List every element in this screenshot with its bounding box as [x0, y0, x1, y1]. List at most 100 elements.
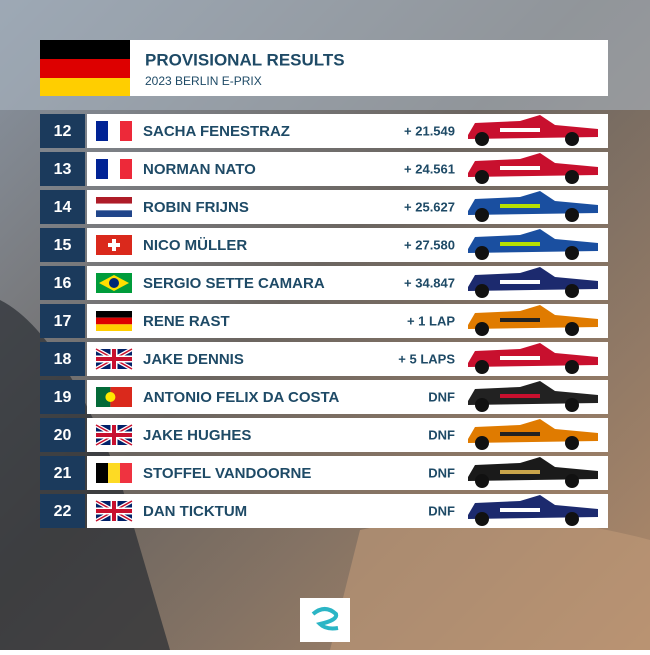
flag-part [96, 210, 132, 217]
gap: + 5 LAPS [398, 351, 455, 366]
position: 18 [54, 351, 72, 368]
gap: + 1 LAP [407, 313, 455, 328]
position-box [40, 266, 85, 300]
flag-part [108, 121, 120, 141]
car-wheel [565, 132, 579, 146]
gap: DNF [428, 427, 455, 442]
car-wheel [565, 512, 579, 526]
gap: + 27.580 [404, 237, 455, 252]
driver-name: NORMAN NATO [143, 161, 256, 178]
car-wheel [475, 132, 489, 146]
car-body [468, 153, 598, 177]
flag-stripe [40, 78, 130, 96]
position-box [40, 418, 85, 452]
position: 20 [54, 427, 72, 444]
flag-part [105, 392, 116, 402]
flag-part [96, 433, 132, 437]
gap: DNF [428, 389, 455, 404]
position: 12 [54, 123, 72, 140]
subtitle: 2023 BERLIN E-PRIX [145, 74, 262, 88]
gap: + 21.549 [404, 123, 455, 138]
flag-part [120, 159, 132, 179]
car-wheel [565, 170, 579, 184]
car-wheel [475, 284, 489, 298]
gap: + 34.847 [404, 275, 455, 290]
car-body [468, 229, 598, 253]
position: 19 [54, 389, 72, 406]
car-body [468, 381, 598, 405]
position: 17 [54, 313, 72, 330]
flag-part [96, 121, 108, 141]
gap: DNF [428, 503, 455, 518]
car-wheel [565, 398, 579, 412]
flag-part [96, 311, 132, 318]
position-box [40, 494, 85, 528]
position: 14 [54, 199, 72, 216]
car-wheel [475, 398, 489, 412]
driver-name: SACHA FENESTRAZ [143, 123, 290, 140]
gap: DNF [428, 465, 455, 480]
gap: + 24.561 [404, 161, 455, 176]
car-wheel [475, 170, 489, 184]
car-wheel [475, 512, 489, 526]
car-wheel [475, 474, 489, 488]
car-stripe [500, 204, 540, 208]
flag-part [108, 243, 120, 247]
position-box [40, 342, 85, 376]
driver-name: JAKE HUGHES [143, 427, 251, 444]
flag-part [108, 463, 120, 483]
car-stripe [500, 280, 540, 284]
flag-part [96, 509, 132, 513]
car-body [468, 267, 598, 291]
car-stripe [500, 242, 540, 246]
flag-part [96, 463, 108, 483]
car-wheel [565, 284, 579, 298]
car-stripe [500, 318, 540, 322]
car-body [468, 115, 598, 139]
car-body [468, 343, 598, 367]
flag-part [110, 387, 132, 407]
logo-box [300, 598, 350, 642]
flag-part [96, 357, 132, 361]
flag-part [96, 203, 132, 211]
driver-name: ROBIN FRIJNS [143, 199, 249, 216]
flag-part [96, 317, 132, 325]
car-wheel [475, 208, 489, 222]
driver-name: NICO MÜLLER [143, 237, 247, 254]
flag-part [96, 387, 111, 407]
position-box [40, 380, 85, 414]
position-box [40, 456, 85, 490]
position: 16 [54, 275, 72, 292]
title: PROVISIONAL RESULTS [145, 50, 345, 69]
header-box [40, 40, 608, 96]
position: 22 [54, 503, 72, 520]
driver-name: ANTONIO FELIX DA COSTA [143, 389, 340, 406]
car-body [468, 191, 598, 215]
car-wheel [475, 436, 489, 450]
position: 15 [54, 237, 72, 254]
car-stripe [500, 470, 540, 474]
flag-part [96, 159, 108, 179]
car-stripe [500, 394, 540, 398]
car-wheel [475, 322, 489, 336]
car-wheel [565, 322, 579, 336]
car-stripe [500, 508, 540, 512]
car-wheel [475, 360, 489, 374]
flag-part [120, 121, 132, 141]
position-box [40, 114, 85, 148]
position: 13 [54, 161, 72, 178]
car-body [468, 457, 598, 481]
flag-part [96, 324, 132, 331]
flag-part [108, 159, 120, 179]
driver-name: DAN TICKTUM [143, 503, 247, 520]
position-box [40, 152, 85, 186]
car-wheel [565, 208, 579, 222]
car-wheel [565, 246, 579, 260]
position-box [40, 304, 85, 338]
car-body [468, 495, 598, 519]
car-wheel [565, 436, 579, 450]
gap: + 25.627 [404, 199, 455, 214]
position-box [40, 190, 85, 224]
car-wheel [475, 246, 489, 260]
driver-name: RENE RAST [143, 313, 230, 330]
